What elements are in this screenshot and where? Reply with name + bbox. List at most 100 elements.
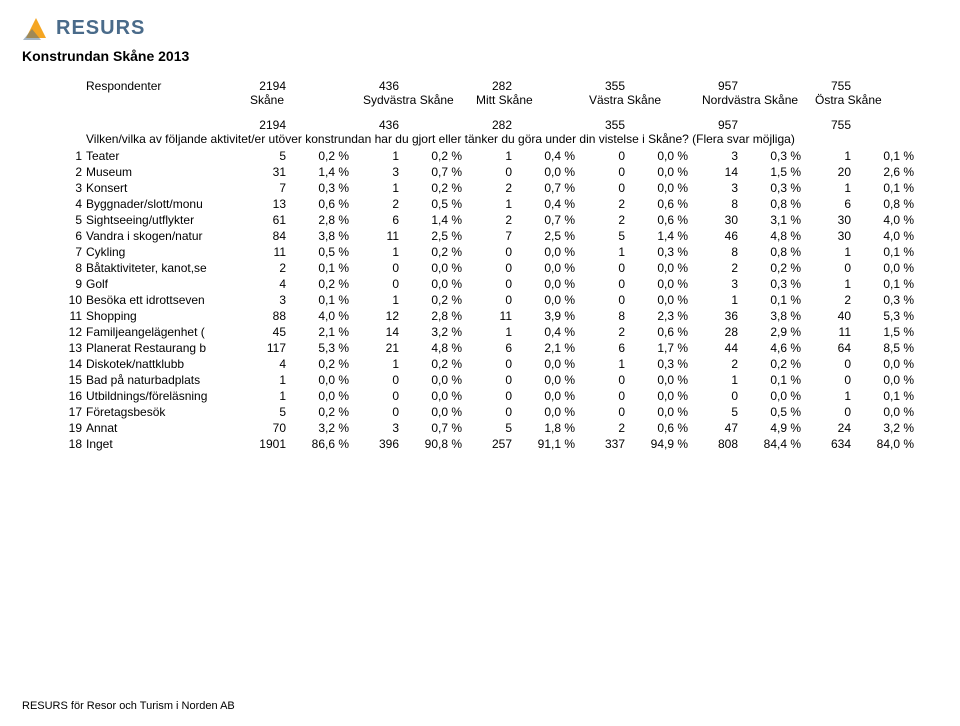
region-name-2: Mitt Skåne: [462, 93, 575, 117]
cell-percent: 0,0 %: [512, 356, 575, 372]
cell-percent: 1,8 %: [512, 420, 575, 436]
blank: [512, 78, 575, 93]
cell-percent: 0,2 %: [399, 148, 462, 164]
blank: [286, 117, 349, 132]
cell-count: 30: [801, 228, 851, 244]
cell-percent: 2,1 %: [512, 340, 575, 356]
cell-count: 36: [688, 308, 738, 324]
blank: [286, 78, 349, 93]
cell-percent: 0,0 %: [286, 372, 349, 388]
cell-percent: 3,8 %: [738, 308, 801, 324]
cell-count: 21: [349, 340, 399, 356]
cell-count: 1: [801, 244, 851, 260]
cell-count: 1: [801, 180, 851, 196]
cell-count: 0: [575, 404, 625, 420]
cell-percent: 0,0 %: [512, 404, 575, 420]
cell-count: 0: [349, 404, 399, 420]
cell-count: 1: [801, 276, 851, 292]
cell-percent: 2,6 %: [851, 164, 914, 180]
cell-count: 0: [349, 260, 399, 276]
cell-count: 0: [462, 260, 512, 276]
row-number: 6: [62, 228, 86, 244]
cell-percent: 0,0 %: [851, 356, 914, 372]
cell-percent: 90,8 %: [399, 436, 462, 452]
cell-percent: 0,0 %: [399, 276, 462, 292]
cell-percent: 4,9 %: [738, 420, 801, 436]
cell-count: 44: [688, 340, 738, 356]
cell-count: 0: [462, 276, 512, 292]
logo-icon: [22, 14, 50, 42]
cell-percent: 0,2 %: [399, 356, 462, 372]
cell-count: 6: [349, 212, 399, 228]
cell-percent: 4,6 %: [738, 340, 801, 356]
cell-percent: 0,0 %: [399, 404, 462, 420]
table-row: 7Cykling110,5 %10,2 %00,0 %10,3 %80,8 %1…: [62, 244, 914, 260]
cell-count: 8: [688, 196, 738, 212]
row-label: Familjeangelägenhet (: [86, 324, 236, 340]
row-label: Golf: [86, 276, 236, 292]
cell-count: 11: [236, 244, 286, 260]
cell-count: 634: [801, 436, 851, 452]
cell-percent: 0,2 %: [399, 180, 462, 196]
row-label: Sightseeing/utflykter: [86, 212, 236, 228]
cell-percent: 0,0 %: [512, 372, 575, 388]
cell-percent: 84,0 %: [851, 436, 914, 452]
cell-percent: 0,0 %: [399, 388, 462, 404]
blank: [625, 117, 688, 132]
cell-percent: 0,0 %: [625, 164, 688, 180]
data-table: Respondenter2194436282355957755SkåneSydv…: [62, 78, 914, 452]
page-title: Konstrundan Skåne 2013: [22, 48, 938, 64]
row-label: Planerat Restaurang b: [86, 340, 236, 356]
cell-count: 1: [349, 148, 399, 164]
row-number: 17: [62, 404, 86, 420]
question-text: Vilken/vilka av följande aktivitet/er ut…: [86, 132, 914, 148]
row-number: 15: [62, 372, 86, 388]
cell-count: 40: [801, 308, 851, 324]
cell-percent: 0,1 %: [286, 292, 349, 308]
cell-percent: 0,8 %: [851, 196, 914, 212]
cell-count: 2: [575, 324, 625, 340]
cell-percent: 0,2 %: [738, 260, 801, 276]
cell-count: 61: [236, 212, 286, 228]
cell-percent: 0,5 %: [286, 244, 349, 260]
cell-count: 1: [349, 356, 399, 372]
cell-count: 1: [349, 292, 399, 308]
blank: [851, 117, 914, 132]
cell-count: 20: [801, 164, 851, 180]
table-row: 13Planerat Restaurang b1175,3 %214,8 %62…: [62, 340, 914, 356]
cell-percent: 0,5 %: [738, 404, 801, 420]
cell-percent: 0,4 %: [512, 148, 575, 164]
row-number: 7: [62, 244, 86, 260]
row-label: Museum: [86, 164, 236, 180]
row-label: Teater: [86, 148, 236, 164]
cell-count: 8: [688, 244, 738, 260]
cell-count: 8: [575, 308, 625, 324]
cell-count: 47: [688, 420, 738, 436]
cell-count: 1: [236, 388, 286, 404]
cell-count: 6: [575, 340, 625, 356]
cell-percent: 0,1 %: [851, 388, 914, 404]
cell-percent: 0,3 %: [625, 356, 688, 372]
cell-count: 14: [688, 164, 738, 180]
blank: [399, 78, 462, 93]
cell-percent: 0,0 %: [625, 148, 688, 164]
table-row: 18Inget190186,6 %39690,8 %25791,1 %33794…: [62, 436, 914, 452]
cell-percent: 0,5 %: [399, 196, 462, 212]
cell-percent: 0,0 %: [625, 388, 688, 404]
cell-count: 0: [462, 356, 512, 372]
cell-count: 13: [236, 196, 286, 212]
cell-percent: 3,9 %: [512, 308, 575, 324]
cell-count: 0: [688, 388, 738, 404]
brand-name: RESURS: [56, 17, 145, 40]
cell-percent: 0,6 %: [286, 196, 349, 212]
cell-percent: 0,0 %: [625, 404, 688, 420]
cell-count: 0: [801, 356, 851, 372]
cell-count: 3: [688, 276, 738, 292]
blank: [86, 117, 236, 132]
total-count-2: 282: [462, 117, 512, 132]
cell-percent: 1,4 %: [286, 164, 349, 180]
cell-count: 1: [236, 372, 286, 388]
cell-percent: 0,7 %: [512, 212, 575, 228]
cell-percent: 3,1 %: [738, 212, 801, 228]
row-number: 18: [62, 436, 86, 452]
